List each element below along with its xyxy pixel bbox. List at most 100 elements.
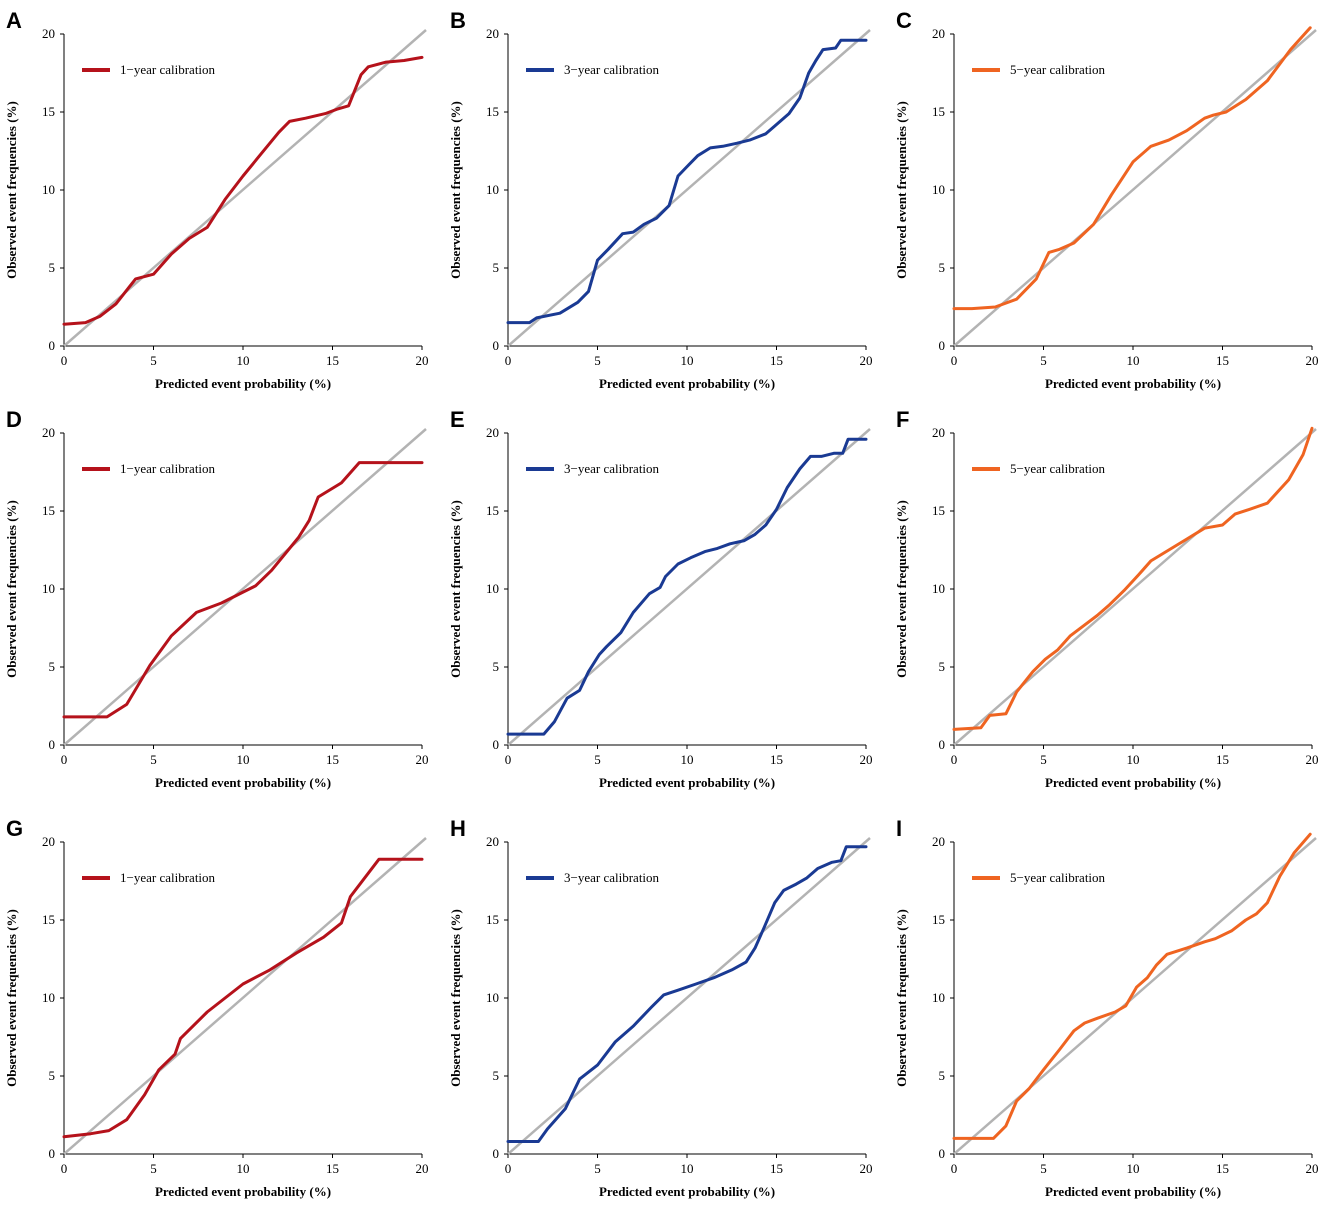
y-tick-label: 5 bbox=[493, 1068, 500, 1083]
x-tick-label: 10 bbox=[237, 1161, 250, 1176]
calibration-series-line bbox=[952, 426, 1314, 731]
x-axis-title: Predicted event probability (%) bbox=[155, 376, 331, 391]
x-tick-label: 10 bbox=[1127, 353, 1140, 368]
reference-diagonal-line bbox=[953, 837, 1317, 1155]
y-tick-label: 20 bbox=[932, 26, 945, 41]
y-axis-title: Observed event frequencies (%) bbox=[894, 101, 909, 279]
y-tick-label: 0 bbox=[939, 1146, 946, 1161]
y-axis-title: Observed event frequencies (%) bbox=[4, 909, 19, 1087]
x-tick-label: 20 bbox=[416, 1161, 429, 1176]
x-tick-label: 5 bbox=[150, 1161, 157, 1176]
x-tick-label: 20 bbox=[416, 353, 429, 368]
x-tick-label: 20 bbox=[860, 353, 873, 368]
y-tick-label: 20 bbox=[486, 834, 499, 849]
y-tick-label: 10 bbox=[486, 581, 499, 596]
y-tick-label: 5 bbox=[939, 1068, 946, 1083]
legend-label: 1−year calibration bbox=[120, 870, 216, 885]
calibration-series-line bbox=[506, 437, 868, 736]
y-axis-title: Observed event frequencies (%) bbox=[448, 909, 463, 1087]
calibration-series-line bbox=[62, 857, 424, 1139]
panel-letter: D bbox=[6, 407, 22, 432]
x-tick-label: 15 bbox=[1216, 752, 1229, 767]
x-tick-label: 15 bbox=[1216, 1161, 1229, 1176]
panel-e: E 0 5 10 15 20 0 5 10 15 20 Predicted event probabi… bbox=[448, 407, 873, 790]
y-tick-label: 5 bbox=[493, 260, 500, 275]
x-axis-title: Predicted event probability (%) bbox=[155, 1184, 331, 1199]
y-tick-label: 0 bbox=[493, 737, 500, 752]
calibration-series-line bbox=[506, 845, 868, 1143]
x-tick-label: 5 bbox=[1040, 1161, 1047, 1176]
reference-diagonal-line bbox=[507, 29, 871, 347]
x-tick-label: 15 bbox=[770, 1161, 783, 1176]
panel-letter: B bbox=[450, 8, 466, 33]
legend-label: 1−year calibration bbox=[120, 62, 216, 77]
y-tick-label: 20 bbox=[42, 425, 55, 440]
panel-letter: C bbox=[896, 8, 912, 33]
x-axis-title: Predicted event probability (%) bbox=[1045, 376, 1221, 391]
x-tick-label: 0 bbox=[61, 752, 68, 767]
panel-letter: G bbox=[6, 816, 23, 841]
y-tick-label: 15 bbox=[42, 503, 55, 518]
y-tick-label: 10 bbox=[932, 182, 945, 197]
x-tick-label: 20 bbox=[1306, 752, 1319, 767]
x-tick-label: 10 bbox=[681, 752, 694, 767]
x-tick-label: 5 bbox=[150, 353, 157, 368]
x-tick-label: 5 bbox=[594, 752, 601, 767]
y-tick-label: 10 bbox=[42, 990, 55, 1005]
legend-label: 3−year calibration bbox=[564, 461, 660, 476]
x-tick-label: 5 bbox=[1040, 752, 1047, 767]
panel-c: C 0 5 10 15 20 0 5 10 15 20 Predicted event probabi… bbox=[894, 8, 1319, 391]
y-tick-label: 20 bbox=[932, 834, 945, 849]
x-tick-label: 0 bbox=[505, 1161, 512, 1176]
y-axis-title: Observed event frequencies (%) bbox=[4, 101, 19, 279]
x-tick-label: 10 bbox=[681, 353, 694, 368]
panel-f: F 0 5 10 15 20 0 5 10 15 20 Predicted event probabi… bbox=[894, 407, 1319, 790]
panel-letter: I bbox=[896, 816, 902, 841]
x-tick-label: 0 bbox=[951, 752, 958, 767]
y-tick-label: 10 bbox=[486, 990, 499, 1005]
legend-label: 3−year calibration bbox=[564, 870, 660, 885]
y-axis-title: Observed event frequencies (%) bbox=[448, 500, 463, 678]
x-axis-title: Predicted event probability (%) bbox=[599, 1184, 775, 1199]
panel-letter: A bbox=[6, 8, 22, 33]
x-tick-label: 20 bbox=[1306, 353, 1319, 368]
y-tick-label: 5 bbox=[49, 659, 56, 674]
reference-diagonal-line bbox=[507, 428, 871, 746]
x-tick-label: 15 bbox=[770, 353, 783, 368]
y-axis-title: Observed event frequencies (%) bbox=[894, 500, 909, 678]
x-tick-label: 15 bbox=[326, 1161, 339, 1176]
x-tick-label: 10 bbox=[237, 752, 250, 767]
y-tick-label: 15 bbox=[932, 503, 945, 518]
y-tick-label: 10 bbox=[42, 182, 55, 197]
x-tick-label: 10 bbox=[1127, 752, 1140, 767]
y-tick-label: 15 bbox=[486, 104, 499, 119]
panel-letter: H bbox=[450, 816, 466, 841]
x-tick-label: 0 bbox=[61, 1161, 68, 1176]
x-tick-label: 0 bbox=[951, 1161, 958, 1176]
y-tick-label: 15 bbox=[42, 104, 55, 119]
y-tick-label: 5 bbox=[49, 260, 56, 275]
x-tick-label: 15 bbox=[770, 752, 783, 767]
x-tick-label: 20 bbox=[860, 1161, 873, 1176]
calibration-series-line bbox=[952, 832, 1312, 1140]
x-tick-label: 10 bbox=[237, 353, 250, 368]
y-tick-label: 0 bbox=[49, 338, 56, 353]
y-tick-label: 10 bbox=[486, 182, 499, 197]
x-tick-label: 0 bbox=[505, 353, 512, 368]
y-tick-label: 0 bbox=[49, 1146, 56, 1161]
y-tick-label: 15 bbox=[42, 912, 55, 927]
x-tick-label: 5 bbox=[150, 752, 157, 767]
y-tick-label: 0 bbox=[49, 737, 56, 752]
calibration-series-line bbox=[62, 461, 424, 719]
x-tick-label: 15 bbox=[326, 353, 339, 368]
y-tick-label: 15 bbox=[486, 912, 499, 927]
x-tick-label: 0 bbox=[505, 752, 512, 767]
x-tick-label: 0 bbox=[951, 353, 958, 368]
y-tick-label: 0 bbox=[493, 1146, 500, 1161]
y-tick-label: 10 bbox=[932, 990, 945, 1005]
y-tick-label: 20 bbox=[42, 26, 55, 41]
y-tick-label: 15 bbox=[932, 104, 945, 119]
reference-diagonal-line bbox=[507, 837, 871, 1155]
x-tick-label: 20 bbox=[416, 752, 429, 767]
